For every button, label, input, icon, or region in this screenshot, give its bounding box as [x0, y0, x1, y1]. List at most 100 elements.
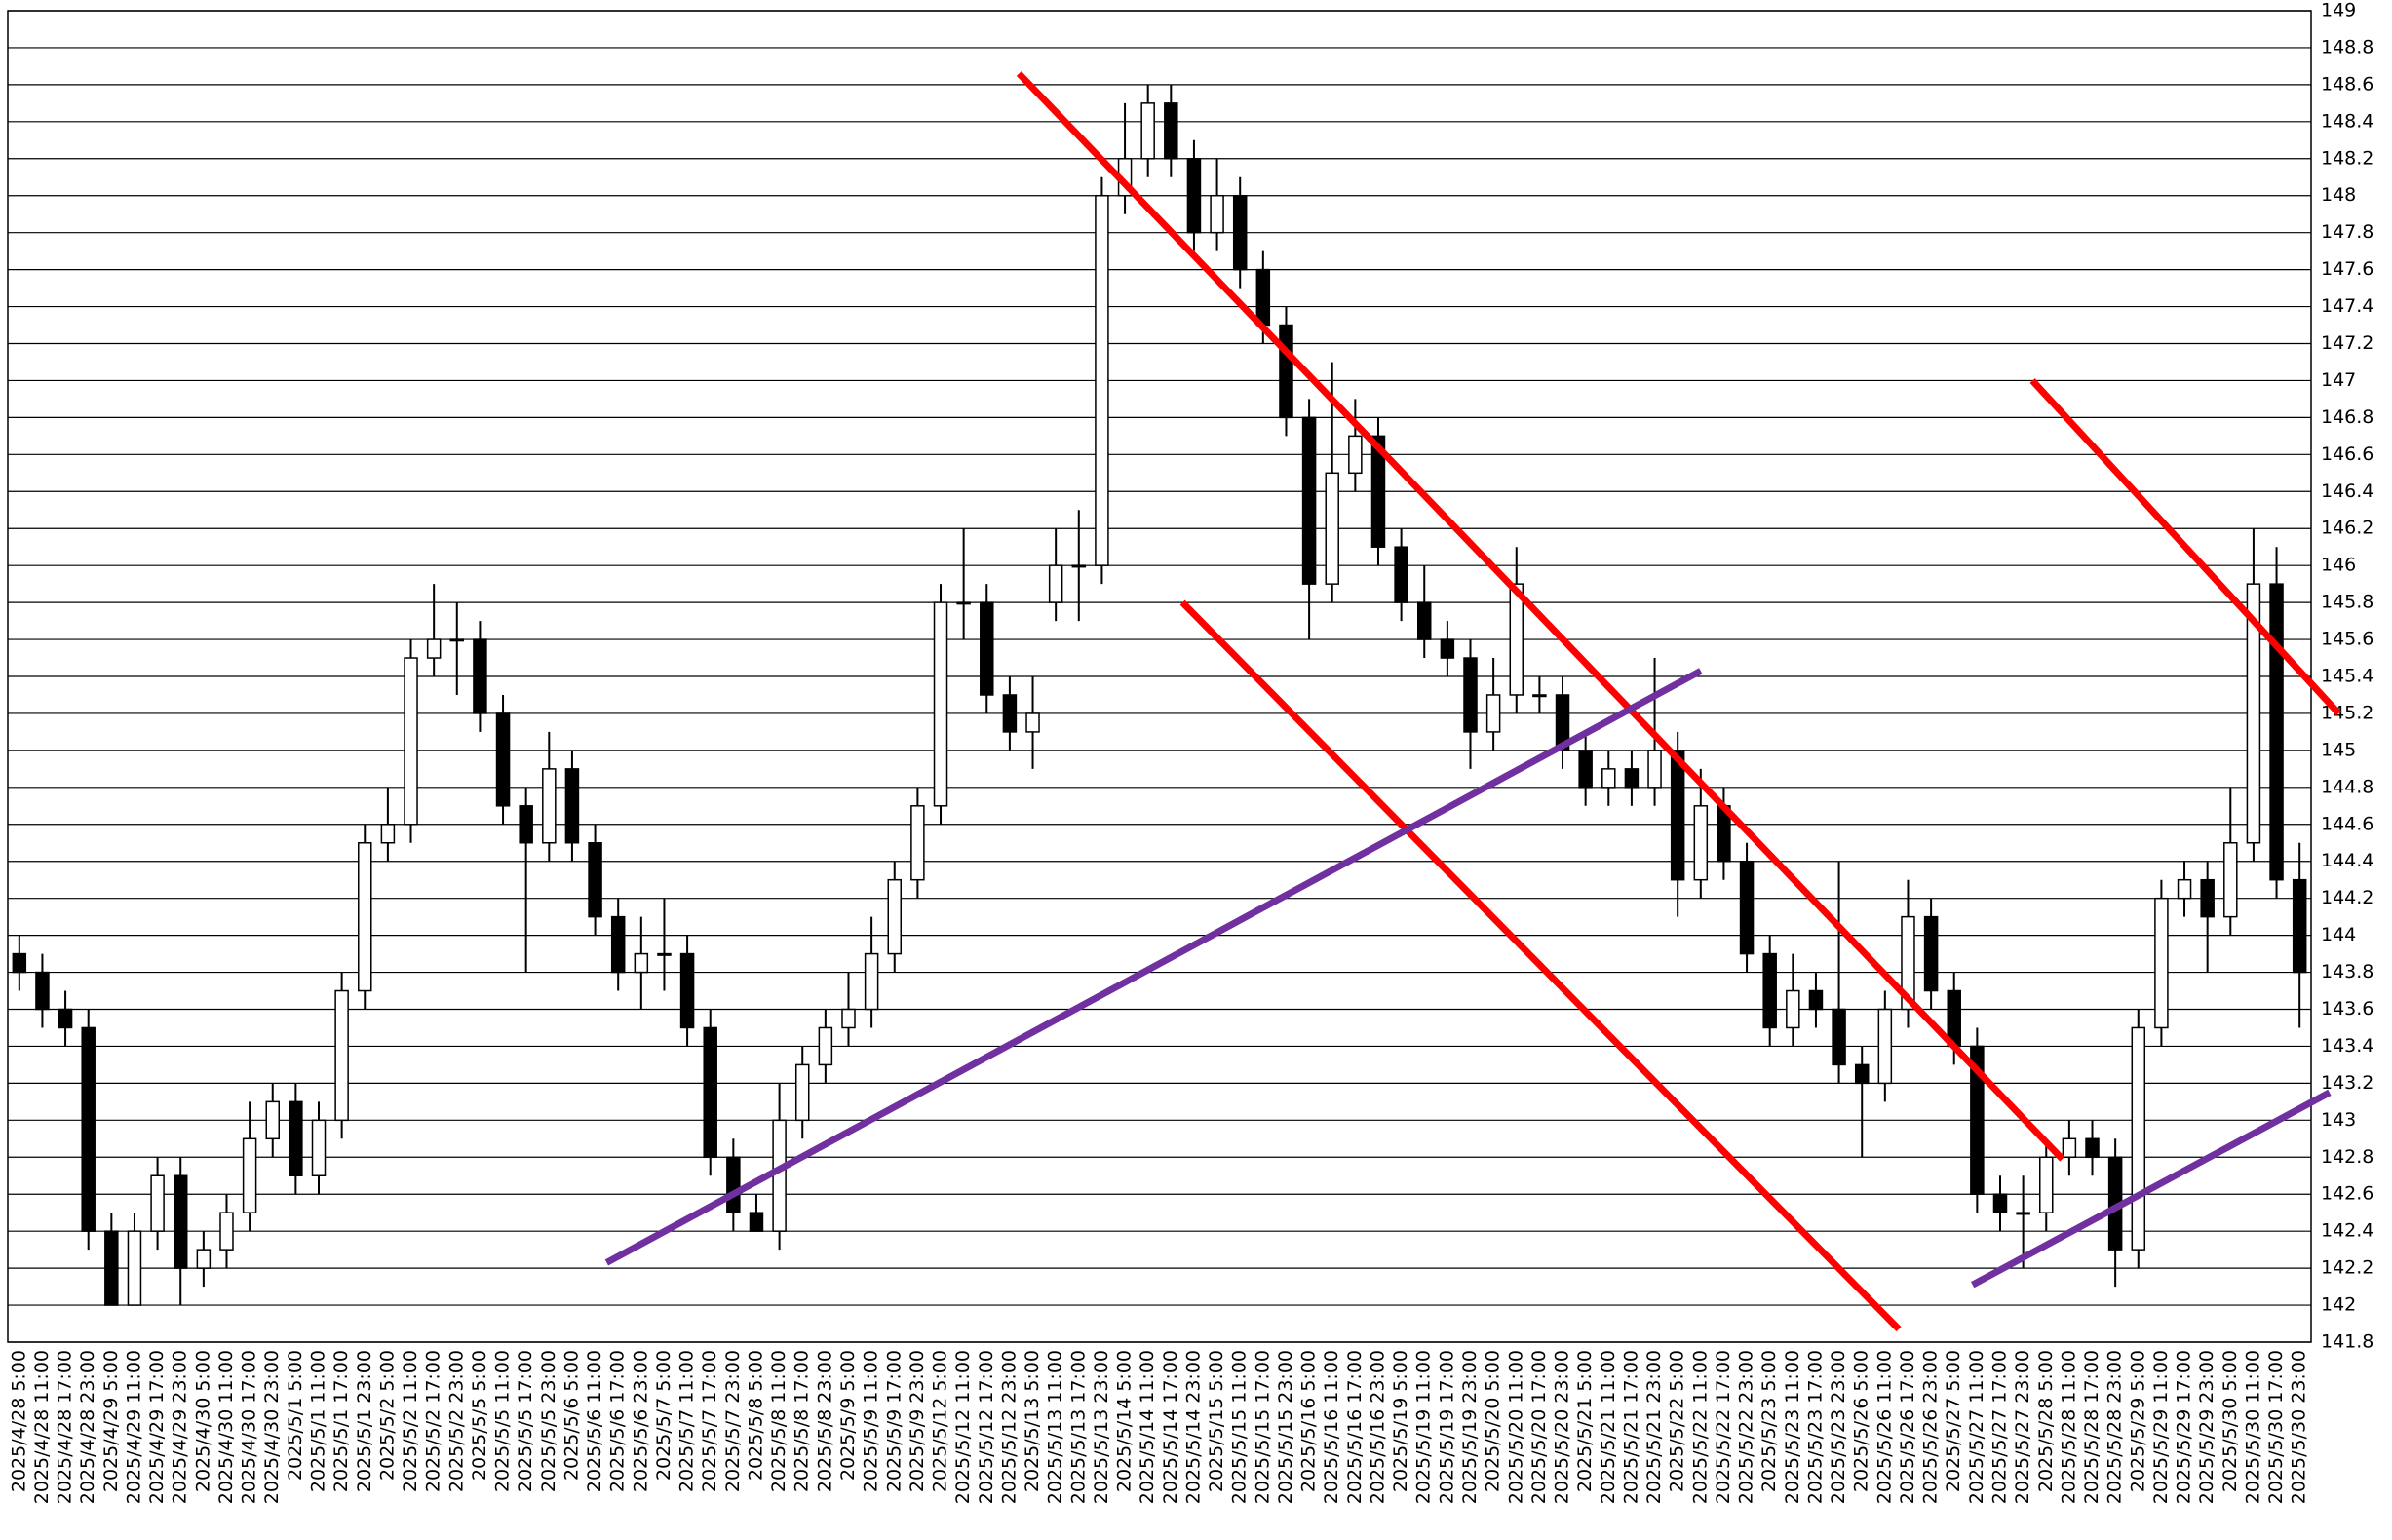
- x-tick-label: 2025/5/19 17:00: [1436, 1350, 1457, 1504]
- x-tick-label: 2025/5/22 5:00: [1667, 1350, 1688, 1492]
- y-tick-label: 147: [2321, 369, 2356, 391]
- x-tick-label: 2025/5/8 17:00: [791, 1350, 813, 1492]
- y-tick-label: 145.6: [2321, 629, 2373, 650]
- x-tick-label: 2025/5/5 17:00: [515, 1350, 536, 1492]
- x-tick-label: 2025/5/8 11:00: [768, 1350, 790, 1492]
- x-tick-label: 2025/5/30 17:00: [2265, 1350, 2287, 1504]
- candle-body: [58, 1008, 73, 1029]
- x-tick-label: 2025/5/6 23:00: [630, 1350, 651, 1492]
- candle-body: [426, 638, 442, 659]
- x-tick-label: 2025/5/5 5:00: [469, 1350, 490, 1481]
- candle-body: [1463, 657, 1478, 733]
- x-tick-label: 2025/5/28 5:00: [2035, 1350, 2057, 1492]
- candle-body: [657, 952, 672, 956]
- candle-body: [1279, 324, 1293, 419]
- y-tick-label: 146.4: [2321, 481, 2373, 502]
- x-tick-label: 2025/5/27 5:00: [1943, 1350, 1964, 1492]
- y-tick-label: 144.2: [2321, 887, 2373, 908]
- x-tick-label: 2025/4/28 11:00: [31, 1350, 53, 1504]
- candle-body: [1071, 564, 1087, 568]
- y-tick-label: 142.4: [2321, 1220, 2373, 1242]
- y-tick-label: 144.8: [2321, 776, 2373, 797]
- candle-body: [219, 1212, 234, 1251]
- candle-body: [1555, 694, 1570, 751]
- candle-body: [1255, 268, 1271, 327]
- candle-body: [473, 638, 487, 714]
- candle-body: [2177, 878, 2192, 900]
- y-tick-label: 143.6: [2321, 998, 2373, 1020]
- candle-body: [127, 1230, 142, 1306]
- candle-body: [703, 1026, 717, 1159]
- x-tick-label: 2025/5/9 23:00: [907, 1350, 928, 1492]
- y-tick-label: 146: [2321, 555, 2356, 576]
- x-tick-label: 2025/5/12 5:00: [930, 1350, 951, 1492]
- y-tick-label: 148.6: [2321, 73, 2373, 95]
- x-tick-label: 2025/5/6 5:00: [560, 1350, 582, 1481]
- x-tick-label: 2025/5/13 17:00: [1067, 1350, 1089, 1504]
- y-tick-label: 145.8: [2321, 592, 2373, 613]
- candle-body: [864, 952, 879, 1011]
- x-tick-label: 2025/5/29 5:00: [2127, 1350, 2148, 1492]
- candle-body: [12, 952, 27, 974]
- x-tick-label: 2025/5/9 17:00: [883, 1350, 905, 1492]
- candle-body: [933, 601, 948, 807]
- candle-body: [1370, 435, 1386, 548]
- y-tick-label: 143: [2321, 1109, 2356, 1131]
- x-tick-label: 2025/4/28 17:00: [55, 1350, 76, 1504]
- x-tick-label: 2025/4/29 23:00: [170, 1350, 191, 1504]
- candle-body: [634, 952, 649, 974]
- x-tick-label: 2025/5/12 23:00: [998, 1350, 1020, 1504]
- candle-body: [404, 657, 418, 826]
- x-tick-label: 2025/5/1 23:00: [354, 1350, 375, 1492]
- candle-body: [1325, 472, 1339, 585]
- y-tick-label: 148.4: [2321, 110, 2373, 132]
- x-tick-label: 2025/5/13 5:00: [1022, 1350, 1043, 1492]
- x-tick-label: 2025/5/6 11:00: [584, 1350, 605, 1492]
- x-tick-label: 2025/4/30 17:00: [239, 1350, 260, 1504]
- candle-body: [772, 1119, 787, 1232]
- x-tick-label: 2025/4/29 17:00: [146, 1350, 168, 1504]
- x-tick-label: 2025/5/20 11:00: [1505, 1350, 1526, 1504]
- candle-body: [1002, 694, 1018, 733]
- x-tick-label: 2025/5/6 17:00: [607, 1350, 629, 1492]
- candle-body: [564, 768, 580, 844]
- candle-body: [2016, 1212, 2030, 1215]
- x-tick-label: 2025/4/30 11:00: [215, 1350, 237, 1504]
- x-tick-label: 2025/5/21 11:00: [1598, 1350, 1619, 1504]
- candle-body: [196, 1249, 212, 1269]
- x-tick-label: 2025/5/23 11:00: [1782, 1350, 1803, 1504]
- x-tick-label: 2025/5/5 11:00: [492, 1350, 514, 1492]
- x-tick-label: 2025/5/2 17:00: [423, 1350, 444, 1492]
- x-tick-label: 2025/5/22 11:00: [1689, 1350, 1711, 1504]
- candle-body: [1416, 601, 1432, 640]
- candle-body: [956, 601, 971, 605]
- y-tick-label: 145.4: [2321, 666, 2373, 687]
- x-tick-label: 2025/5/16 5:00: [1298, 1350, 1320, 1492]
- candle-body: [841, 1008, 856, 1029]
- x-tick-label: 2025/5/23 17:00: [1804, 1350, 1826, 1504]
- x-tick-label: 2025/4/30 5:00: [192, 1350, 213, 1492]
- candle-body: [1786, 989, 1800, 1029]
- candle-body: [1210, 194, 1224, 234]
- candle-body: [1509, 583, 1524, 696]
- x-tick-label: 2025/5/12 11:00: [952, 1350, 974, 1504]
- y-tick-label: 146.2: [2321, 518, 2373, 539]
- x-tick-label: 2025/5/14 23:00: [1182, 1350, 1204, 1504]
- candle-body: [173, 1174, 188, 1269]
- candle-body: [2200, 878, 2215, 918]
- x-tick-label: 2025/5/1 17:00: [330, 1350, 352, 1492]
- trend-line: [604, 668, 1703, 1266]
- x-tick-label: 2025/5/9 11:00: [861, 1350, 882, 1492]
- y-tick-label: 145: [2321, 739, 2356, 760]
- candle-body: [610, 915, 626, 974]
- y-tick-label: 142.2: [2321, 1257, 2373, 1279]
- candle-body: [1762, 952, 1777, 1029]
- x-tick-label: 2025/5/23 23:00: [1828, 1350, 1849, 1504]
- y-tick-label: 142.8: [2321, 1146, 2373, 1168]
- trend-line: [2029, 378, 2341, 716]
- candle-body: [1877, 1008, 1893, 1085]
- x-tick-label: 2025/5/30 5:00: [2219, 1350, 2241, 1492]
- x-tick-label: 2025/4/28 23:00: [77, 1350, 98, 1504]
- y-tick-label: 142: [2321, 1294, 2356, 1316]
- x-tick-label: 2025/5/14 17:00: [1160, 1350, 1181, 1504]
